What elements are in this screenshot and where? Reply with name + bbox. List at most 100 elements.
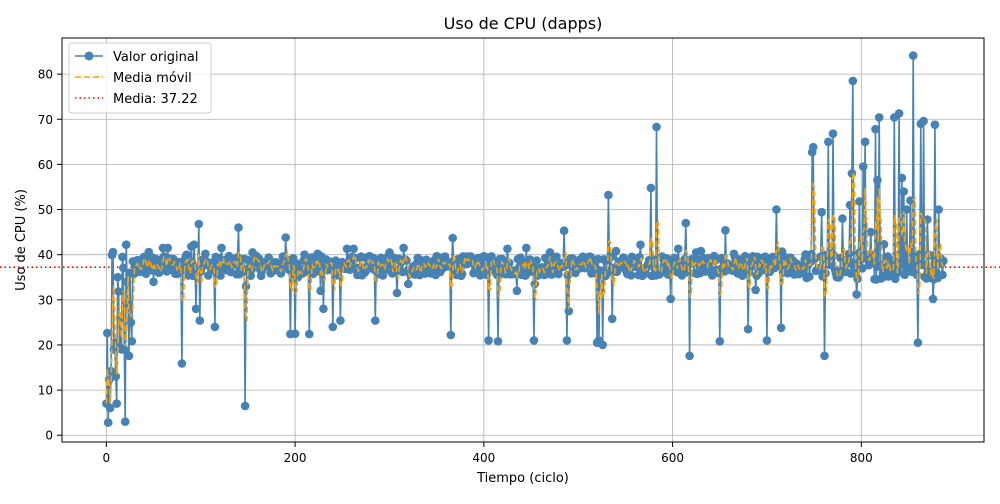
data-point [820, 351, 829, 361]
data-point [216, 271, 225, 280]
x-tick-label: 400 [472, 451, 495, 465]
x-tick-label: 800 [850, 451, 873, 465]
data-point [930, 120, 940, 129]
data-point [217, 243, 226, 253]
data-point [241, 282, 251, 291]
data-point [721, 226, 730, 235]
data-point [493, 337, 503, 346]
data-point [300, 250, 309, 259]
data-point [457, 269, 467, 279]
data-point [371, 316, 380, 325]
data-point [850, 262, 859, 271]
data-point [349, 244, 358, 254]
data-point [177, 359, 187, 368]
legend-moving-avg-label: Media móvil [113, 71, 192, 86]
data-point [666, 294, 675, 304]
data-point [626, 271, 636, 280]
data-point [552, 252, 561, 262]
data-point [234, 223, 243, 232]
data-point [871, 124, 880, 134]
data-point [126, 318, 136, 327]
data-point [562, 336, 572, 345]
x-axis-label: Tiempo (ciclo) [476, 471, 569, 486]
data-point [124, 351, 134, 361]
data-point [681, 218, 691, 228]
y-tick-label: 80 [38, 68, 53, 82]
legend: Valor original Media móvil Media: 37.22 [68, 42, 212, 114]
data-point [108, 247, 118, 257]
legend-original-label: Valor original [113, 50, 198, 65]
data-point [866, 227, 876, 237]
data-point [743, 324, 753, 334]
y-tick-label: 70 [38, 113, 53, 127]
data-point [529, 336, 539, 345]
data-point [189, 240, 199, 249]
y-tick-label: 30 [38, 293, 53, 307]
chart-title: Uso de CPU (dapps) [444, 14, 603, 33]
data-point [934, 205, 943, 214]
data-point [894, 109, 904, 118]
data-point [195, 316, 205, 325]
data-point [281, 233, 291, 242]
data-point [899, 187, 909, 196]
y-tick-label: 20 [38, 338, 53, 352]
x-tick-label: 0 [103, 451, 111, 465]
series-line-moving-average [105, 172, 944, 404]
data-point [636, 240, 645, 249]
data-point [276, 269, 286, 278]
data-point [838, 214, 847, 223]
y-tick-label: 0 [45, 429, 53, 443]
data-point [103, 418, 113, 427]
moving-average-layer [105, 172, 944, 404]
data-point [316, 286, 325, 296]
data-point [290, 329, 300, 339]
data-point [120, 345, 129, 354]
x-ticks: 0 200 400 600 800 [103, 442, 873, 465]
data-point [798, 267, 808, 277]
data-point [683, 268, 692, 277]
data-point [404, 279, 413, 289]
data-point [715, 337, 725, 346]
y-tick-label: 40 [38, 248, 53, 262]
data-point [163, 243, 172, 253]
data-point [446, 330, 456, 340]
data-point [201, 249, 210, 259]
data-point [915, 249, 925, 259]
data-point [191, 304, 201, 314]
data-point [852, 290, 861, 299]
data-point [384, 261, 393, 270]
data-point [182, 250, 191, 259]
data-point [874, 113, 884, 122]
data-point [855, 197, 864, 206]
data-point [484, 336, 493, 345]
x-tick-label: 600 [661, 451, 684, 465]
data-point [913, 338, 923, 348]
data-point [808, 142, 818, 152]
data-point [598, 340, 607, 350]
data-point [776, 323, 786, 333]
legend-box [68, 42, 212, 114]
data-point [522, 243, 531, 253]
data-point [858, 162, 868, 171]
data-point [607, 314, 617, 324]
data-point [121, 240, 131, 249]
y-tick-label: 10 [38, 384, 53, 398]
data-point [512, 286, 522, 296]
data-point [399, 243, 408, 253]
data-point [194, 219, 204, 229]
data-point [328, 322, 338, 332]
data-point [847, 169, 857, 178]
legend-original-marker [84, 51, 94, 61]
data-point [860, 137, 870, 147]
data-point [635, 252, 644, 262]
data-point [119, 263, 128, 273]
data-point [210, 322, 220, 332]
data-point [118, 252, 127, 262]
data-point [127, 337, 137, 346]
data-point [611, 246, 621, 256]
data-point [845, 200, 855, 210]
data-point [530, 279, 540, 289]
data-point [805, 272, 814, 281]
